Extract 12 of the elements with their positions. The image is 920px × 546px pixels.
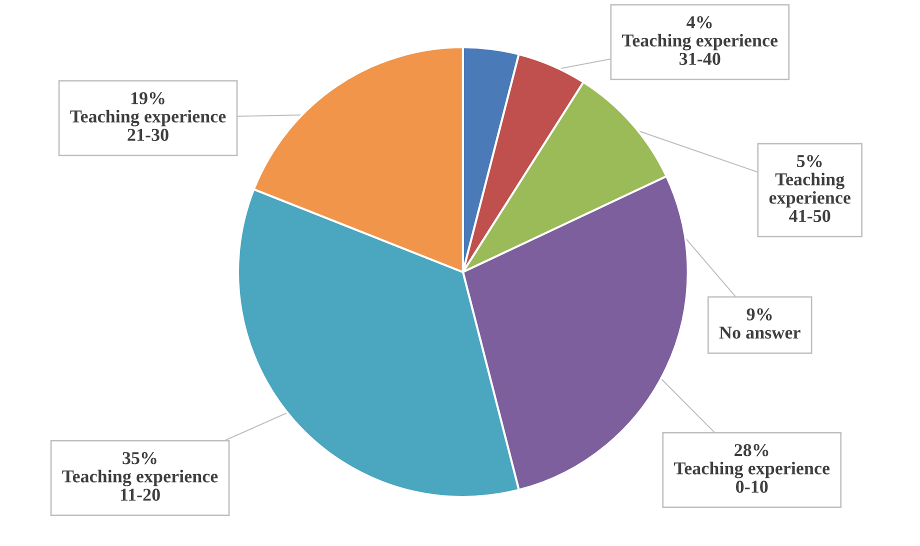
slice-label: Teaching experience 11-20 xyxy=(62,470,218,501)
data-label: 19% xyxy=(131,92,164,104)
slice-label: Teaching experience 41-50 xyxy=(769,172,850,222)
slice-label: Teaching experience 31-40 xyxy=(622,34,778,65)
data-label: 4% xyxy=(686,16,712,28)
data-label: 9% xyxy=(746,308,772,321)
slice-label: No answer xyxy=(719,326,800,339)
slice-label: Teaching experience 21-30 xyxy=(70,110,226,141)
slice-label: Teaching experience 0-10 xyxy=(674,462,830,493)
data-label: 35% xyxy=(122,452,156,464)
data-label: 5% xyxy=(797,154,822,168)
data-label: 28% xyxy=(734,444,768,456)
